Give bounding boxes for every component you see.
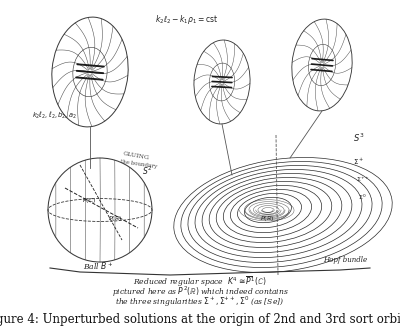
Text: $k_2\ell_2, \ell_2, b_2, a_2$: $k_2\ell_2, \ell_2, b_2, a_2$: [32, 110, 77, 121]
Text: $k_2\ell_2 - k_1\rho_1 = \mathrm{cst}$: $k_2\ell_2 - k_1\rho_1 = \mathrm{cst}$: [155, 13, 218, 26]
Text: pictured here as $P^2(\mathbb{R})$ which indeed contains: pictured here as $P^2(\mathbb{R})$ which…: [112, 285, 288, 299]
Text: Hopf bundle: Hopf bundle: [323, 256, 367, 264]
Text: the three singularities $\Sigma^+, \Sigma^{++}, \Sigma^0$ (as [Se]): the three singularities $\Sigma^+, \Sigm…: [115, 295, 285, 309]
Text: the boundary: the boundary: [120, 159, 158, 169]
Text: Reduced regular space  $K^4 \cong \overline{P}^1(\mathbb{C})$: Reduced regular space $K^4 \cong \overli…: [133, 274, 267, 289]
Text: $\Sigma^0$: $\Sigma^0$: [358, 193, 366, 202]
Text: Figure 4: Unperturbed solutions at the origin of 2nd and 3rd sort orbits.: Figure 4: Unperturbed solutions at the o…: [0, 314, 400, 326]
Text: GLUING: GLUING: [122, 151, 149, 161]
Text: $S^3$: $S^3$: [353, 132, 364, 144]
Text: $\Sigma^+$: $\Sigma^+$: [353, 157, 364, 167]
Text: $\Sigma^{++}$: $\Sigma^{++}$: [356, 175, 370, 184]
Text: $S^2$: $S^2$: [142, 165, 152, 177]
Text: $P(\mathbb{C})$: $P(\mathbb{C})$: [82, 196, 96, 205]
Text: $P(\mathbb{R})$: $P(\mathbb{R})$: [108, 214, 122, 223]
Text: $P(\mathbb{R})$: $P(\mathbb{R})$: [260, 214, 274, 223]
Text: Ball $B^+$: Ball $B^+$: [83, 260, 113, 272]
